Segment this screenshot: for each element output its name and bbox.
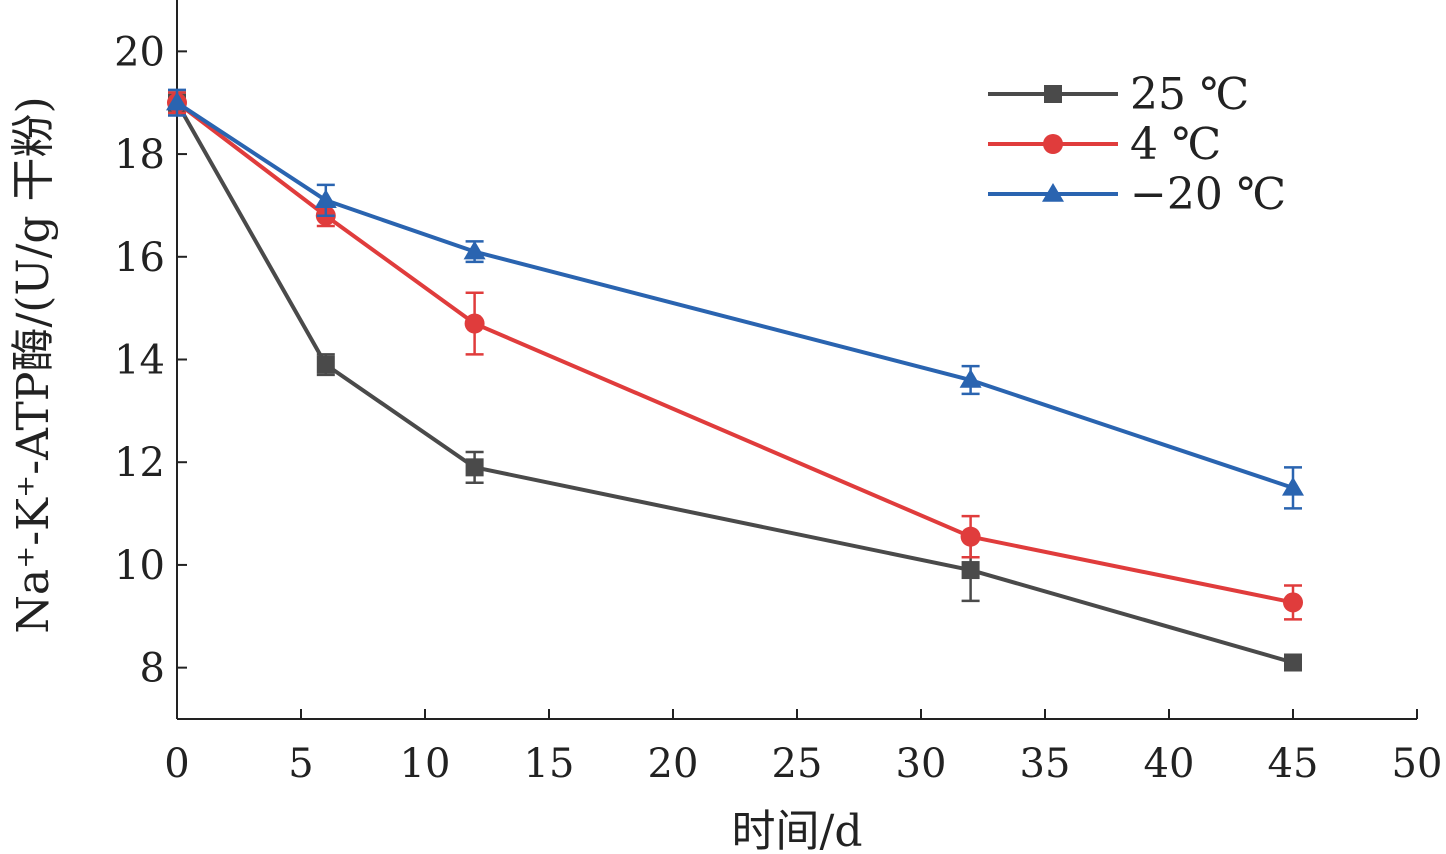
- data-point: [314, 189, 337, 208]
- y-tick-label: 12: [114, 440, 165, 486]
- series-line: [175, 101, 1294, 605]
- x-tick-label: 45: [1268, 741, 1319, 787]
- x-tick-label: 30: [896, 741, 947, 787]
- series-3: [166, 88, 1304, 510]
- data-point: [463, 240, 486, 260]
- data-point: [1283, 592, 1303, 613]
- x-tick-label: 5: [288, 741, 313, 787]
- legend-marker: [1042, 183, 1064, 202]
- y-tick-label: 10: [114, 543, 165, 589]
- legend-marker: [1043, 134, 1063, 154]
- x-tick-label: 10: [400, 741, 451, 787]
- legend-item-2: 4 ℃: [988, 119, 1221, 170]
- x-tick-label: 15: [524, 741, 575, 787]
- x-tick-label: 0: [164, 741, 189, 787]
- x-tick-label: 25: [772, 741, 823, 787]
- y-tick-label: 18: [114, 132, 165, 178]
- y-tick-label: 16: [114, 235, 165, 281]
- data-point: [465, 458, 484, 477]
- legend-label: 4 ℃: [1130, 119, 1221, 170]
- series-layer: [166, 88, 1304, 672]
- x-axis-title: 时间/d: [732, 806, 863, 854]
- legend: 25 ℃4 ℃−20 ℃: [988, 69, 1286, 220]
- data-point: [960, 526, 981, 547]
- series-line: [175, 101, 1294, 490]
- y-tick-label: 14: [114, 338, 165, 384]
- legend-label: 25 ℃: [1130, 69, 1249, 120]
- legend-marker: [1044, 85, 1062, 103]
- series-line: [175, 101, 1294, 665]
- data-point: [1284, 653, 1302, 672]
- y-axis-title: Na⁺-K⁺-ATP酶/(U/g 干粉): [8, 96, 59, 633]
- data-point: [464, 313, 485, 334]
- x-tick-label: 50: [1392, 741, 1443, 787]
- x-tick-label: 40: [1144, 741, 1195, 787]
- data-point: [961, 561, 980, 580]
- data-point: [1282, 476, 1304, 496]
- legend-label: −20 ℃: [1130, 169, 1286, 220]
- legend-item-3: −20 ℃: [988, 169, 1286, 220]
- y-tick-label: 20: [114, 29, 165, 75]
- x-tick-label: 35: [1020, 741, 1071, 787]
- data-point: [959, 369, 982, 388]
- axes: 0 5 10 15 20 25 30 35 40 45 50 8 10 12 14 16 18 20: [114, 0, 1442, 787]
- y-tick-label: 8: [140, 646, 165, 692]
- data-point: [316, 355, 335, 374]
- legend-item-1: 25 ℃: [988, 69, 1249, 120]
- data-point: [166, 91, 188, 111]
- x-tick-label: 20: [648, 741, 699, 787]
